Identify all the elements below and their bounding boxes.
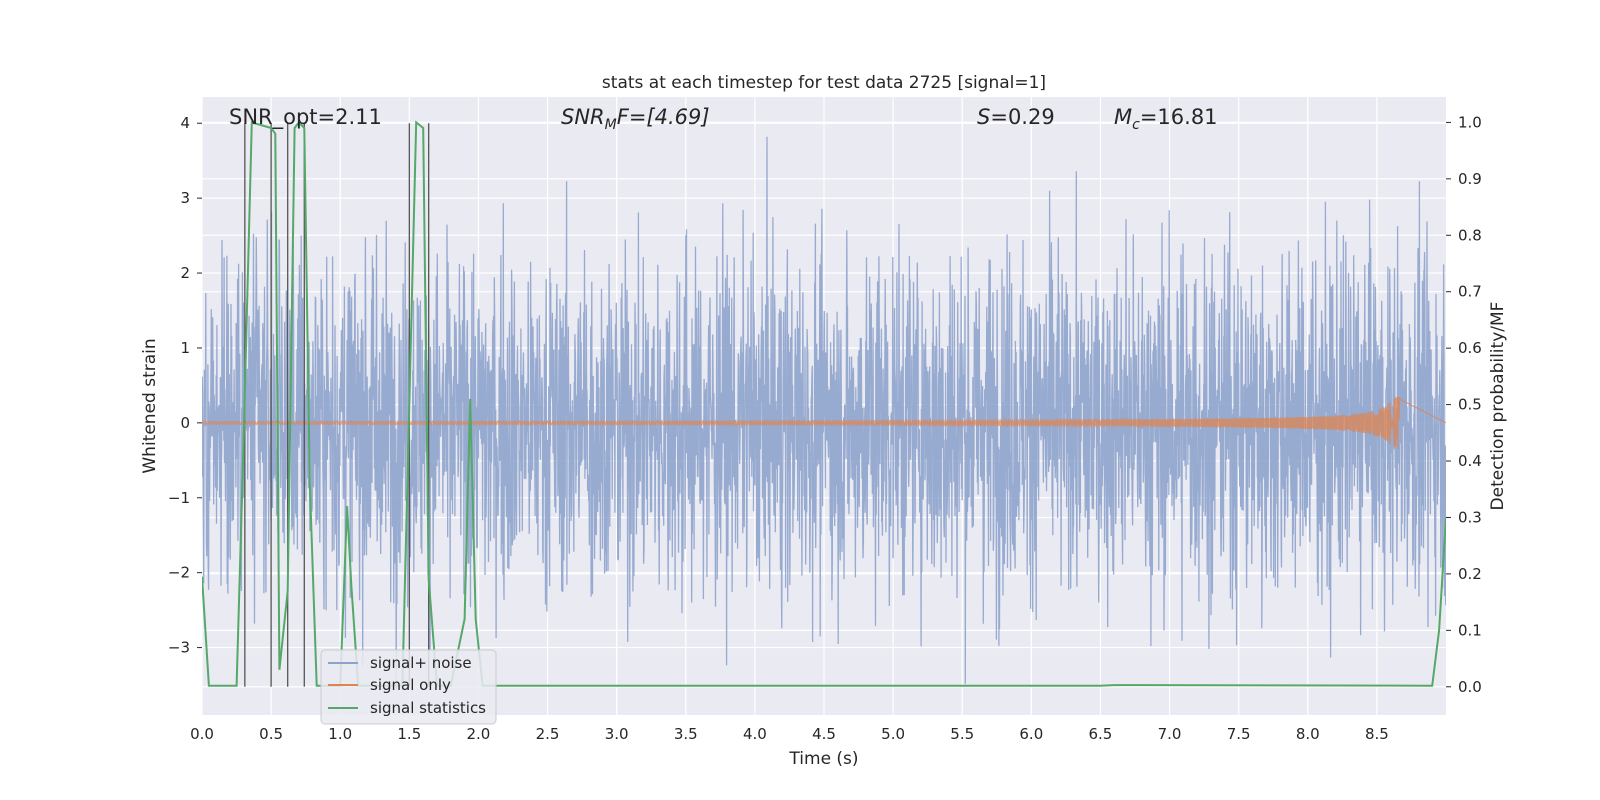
y-right-tick-label: 0.0 bbox=[1458, 678, 1482, 696]
annotation-mc: Mc=16.81 bbox=[1114, 105, 1218, 133]
y-left-tick-label: 0 bbox=[180, 414, 190, 432]
y-left-tick-label: 2 bbox=[180, 264, 190, 282]
y-left-tick-label: −1 bbox=[168, 489, 190, 507]
annotation-s-rest: =0.29 bbox=[990, 105, 1054, 129]
annotation-mc-main: M bbox=[1114, 105, 1132, 129]
legend: signal+ noise signal only signal statist… bbox=[320, 649, 497, 725]
annotation-snr-opt: SNR_opt=2.11 bbox=[229, 105, 382, 130]
y-left-tick-label: 1 bbox=[180, 339, 190, 357]
legend-label-signal-noise: signal+ noise bbox=[370, 654, 472, 672]
x-axis-label: Time (s) bbox=[788, 749, 858, 769]
y-left-tick-label: 3 bbox=[180, 189, 190, 207]
y-right-tick-label: 0.6 bbox=[1458, 339, 1482, 357]
legend-box bbox=[320, 649, 497, 725]
y-right-tick-label: 0.3 bbox=[1458, 508, 1482, 526]
chirp-line bbox=[202, 396, 1446, 450]
annotation-s-main: S bbox=[977, 105, 990, 129]
y-right-tick-label: 0.5 bbox=[1458, 396, 1482, 414]
x-tick-label: 0.5 bbox=[259, 725, 283, 743]
x-tick-label: 1.5 bbox=[397, 725, 421, 743]
annotation-mc-rest: =16.81 bbox=[1140, 105, 1218, 129]
y-right-tick-label: 0.2 bbox=[1458, 565, 1482, 583]
annotation-snr-mf: SNRMF=[4.69] bbox=[561, 105, 710, 133]
x-tick-label: 8.5 bbox=[1365, 725, 1389, 743]
y-right-tick-label: 0.1 bbox=[1458, 621, 1482, 639]
y-axis-left-label: Whitened strain bbox=[140, 338, 160, 473]
x-tick-label: 3.5 bbox=[674, 725, 698, 743]
x-tick-label: 0.0 bbox=[190, 725, 214, 743]
annotation-s: S=0.29 bbox=[977, 105, 1055, 129]
y-left-tick-label: −2 bbox=[168, 564, 190, 582]
x-tick-label: 7.5 bbox=[1227, 725, 1251, 743]
x-tick-label: 5.0 bbox=[881, 725, 905, 743]
x-tick-label: 6.0 bbox=[1019, 725, 1043, 743]
y-right-tick-label: 0.7 bbox=[1458, 283, 1482, 301]
legend-label-signal-only: signal only bbox=[370, 676, 451, 694]
y-axis-right-ticks: 1.0 0.9 0.8 0.7 0.6 0.5 0.4 0.3 0.2 0.1 0.0 bbox=[1446, 113, 1482, 696]
x-tick-label: 7.0 bbox=[1158, 725, 1182, 743]
y-left-tick-label: −3 bbox=[168, 639, 190, 657]
x-tick-label: 4.0 bbox=[743, 725, 767, 743]
y-right-tick-label: 0.8 bbox=[1458, 226, 1482, 244]
x-axis-ticks: 0.0 0.5 1.0 1.5 2.0 2.5 3.0 3.5 4.0 4.5 5.0 5.5 6.0 6… bbox=[190, 725, 1389, 743]
x-tick-label: 6.5 bbox=[1089, 725, 1113, 743]
x-tick-label: 2.0 bbox=[467, 725, 491, 743]
chart-title: stats at each timestep for test data 272… bbox=[602, 73, 1046, 93]
y-left-tick-label: 4 bbox=[180, 114, 190, 132]
x-tick-label: 2.5 bbox=[536, 725, 560, 743]
annotation-mc-sub: c bbox=[1132, 117, 1140, 133]
y-right-tick-label: 1.0 bbox=[1458, 113, 1482, 131]
x-tick-label: 3.0 bbox=[605, 725, 629, 743]
legend-label-signal-statistics: signal statistics bbox=[370, 699, 486, 717]
annotation-snr-mf-rest: F=[4.69] bbox=[617, 105, 710, 129]
series-signal-only bbox=[202, 396, 1446, 450]
x-tick-label: 5.5 bbox=[950, 725, 974, 743]
annotation-snr-mf-sub: M bbox=[605, 117, 617, 133]
annotation-snr-mf-main: SNR bbox=[561, 105, 605, 129]
x-tick-label: 1.0 bbox=[328, 725, 352, 743]
y-right-tick-label: 0.9 bbox=[1458, 170, 1482, 188]
y-right-tick-label: 0.4 bbox=[1458, 452, 1482, 470]
y-axis-right-label: Detection probability/MF bbox=[1488, 302, 1508, 511]
x-tick-label: 8.0 bbox=[1296, 725, 1320, 743]
y-axis-left-ticks: 4 3 2 1 0 −1 −2 −3 bbox=[168, 114, 202, 657]
x-tick-label: 4.5 bbox=[812, 725, 836, 743]
